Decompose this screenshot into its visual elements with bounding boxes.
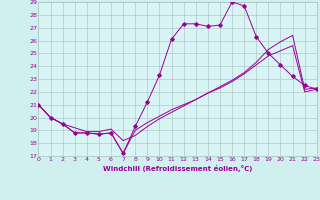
- X-axis label: Windchill (Refroidissement éolien,°C): Windchill (Refroidissement éolien,°C): [103, 165, 252, 172]
